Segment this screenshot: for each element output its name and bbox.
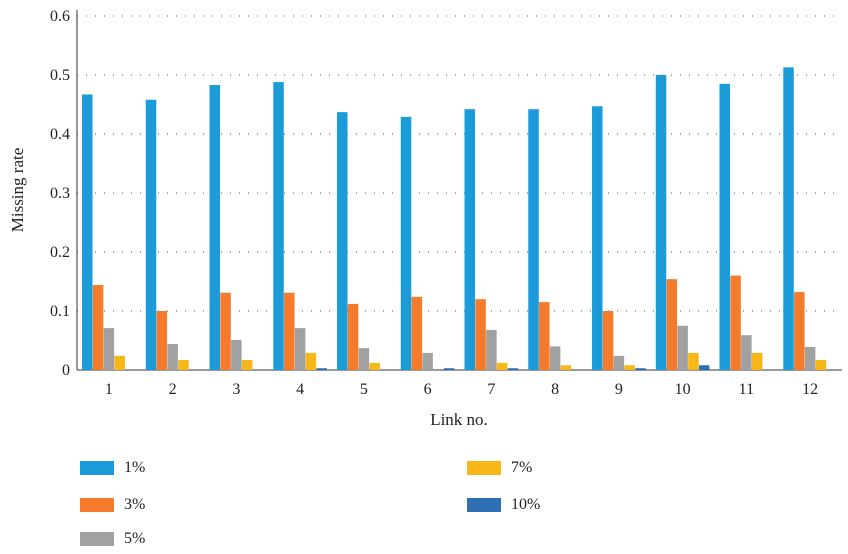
legend-item-1: 1% — [80, 459, 145, 477]
y-tick-label: 0.1 — [50, 303, 70, 320]
bar-3pct-link-9 — [602, 311, 614, 370]
bar-7pct-link-2 — [178, 359, 189, 370]
bar-5pct-link-9 — [613, 355, 625, 370]
bars-group — [82, 67, 827, 371]
y-tick-labels: 0 0.1 0.2 0.3 0.4 0.5 0.6 — [50, 8, 70, 379]
legend-label-3: 5% — [124, 530, 146, 547]
x-tick-label: 7 — [487, 381, 495, 398]
bar-3pct-link-6 — [411, 296, 423, 370]
bar-3pct-link-11 — [730, 275, 741, 370]
legend-swatch-5 — [467, 498, 501, 512]
bar-1pct-link-3 — [209, 85, 221, 370]
bar-1pct-link-11 — [719, 83, 731, 370]
y-tick-label: 0.2 — [50, 244, 70, 261]
bar-7pct-link-4 — [305, 352, 317, 370]
bar-7pct-link-10 — [688, 352, 699, 370]
x-tick-label: 6 — [424, 381, 432, 398]
bar-5pct-link-12 — [804, 346, 816, 370]
legend-label-1: 1% — [124, 459, 146, 476]
bar-10pct-link-6 — [443, 368, 455, 370]
bar-1pct-link-12 — [783, 67, 794, 370]
y-tick-label: 0.6 — [50, 8, 70, 25]
y-tick-label: 0 — [62, 362, 70, 379]
bar-7pct-link-5 — [369, 362, 380, 370]
bar-7pct-link-9 — [624, 365, 635, 370]
x-tick-label: 9 — [615, 381, 623, 398]
bar-1pct-link-1 — [82, 94, 93, 370]
bar-5pct-link-1 — [103, 328, 115, 370]
bar-5pct-link-2 — [167, 344, 178, 370]
bar-7pct-link-12 — [815, 359, 827, 370]
legend-swatch-4 — [467, 461, 501, 475]
bar-chart: 00.10.20.30.40.50.6 1 2 3 4 5 6 7 8 9 10 11 12 Link… — [8, 8, 842, 429]
bar-3pct-link-3 — [220, 292, 231, 370]
bar-1pct-link-6 — [400, 116, 412, 370]
x-tick-label: 10 — [675, 381, 691, 398]
bar-5pct-link-4 — [294, 328, 306, 370]
y-axis-title: Missing rate — [8, 148, 27, 233]
bar-1pct-link-8 — [528, 109, 539, 370]
legend-label-4: 7% — [511, 459, 533, 476]
bar-3pct-link-1 — [92, 285, 104, 370]
bar-3pct-link-4 — [284, 292, 295, 370]
legend-swatch-2 — [80, 498, 114, 512]
bar-10pct-link-4 — [316, 368, 327, 370]
bar-5pct-link-3 — [231, 339, 242, 370]
x-tick-label: 5 — [360, 381, 368, 398]
legend-item-5: 10% — [467, 496, 540, 514]
x-tick-label: 2 — [169, 381, 177, 398]
bar-3pct-link-12 — [794, 292, 805, 370]
x-tick-label: 3 — [232, 381, 240, 398]
bar-1pct-link-2 — [145, 99, 157, 370]
bar-7pct-link-8 — [560, 365, 572, 370]
bar-7pct-link-3 — [241, 359, 253, 370]
bar-1pct-link-7 — [464, 109, 476, 370]
y-tick-label: 0.5 — [50, 67, 70, 84]
bar-3pct-link-8 — [539, 302, 550, 370]
bar-5pct-link-11 — [741, 335, 752, 370]
bar-5pct-link-6 — [422, 352, 433, 370]
bar-7pct-link-7 — [496, 362, 508, 370]
bar-7pct-link-1 — [114, 355, 125, 370]
x-tick-label: 1 — [105, 381, 113, 398]
legend-label-2: 3% — [124, 496, 146, 513]
x-tick-label: 11 — [739, 381, 754, 398]
bar-7pct-link-11 — [751, 352, 763, 370]
bar-1pct-link-10 — [655, 75, 667, 370]
legend-swatch-3 — [80, 532, 114, 546]
legend-item-4: 7% — [467, 459, 532, 477]
bar-10pct-link-7 — [507, 368, 519, 370]
bar-3pct-link-10 — [666, 279, 678, 370]
bar-1pct-link-9 — [592, 106, 603, 371]
bar-5pct-link-7 — [486, 329, 497, 370]
bar-10pct-link-10 — [698, 365, 710, 370]
bar-5pct-link-8 — [549, 346, 561, 370]
legend-swatch-1 — [80, 461, 114, 475]
x-tick-label: 12 — [802, 381, 818, 398]
bar-3pct-link-5 — [347, 303, 359, 370]
x-tick-label: 8 — [551, 381, 559, 398]
y-tick-label: 0.4 — [50, 126, 70, 143]
bar-5pct-link-10 — [677, 325, 688, 370]
bar-3pct-link-7 — [475, 299, 486, 370]
bar-1pct-link-4 — [273, 82, 284, 370]
y-tick-label: 0.3 — [50, 185, 70, 202]
bar-3pct-link-2 — [156, 311, 168, 370]
bar-1pct-link-5 — [337, 112, 348, 371]
legend-label-5: 10% — [511, 496, 541, 513]
x-axis-title: Link no. — [430, 410, 488, 429]
x-tick-label: 4 — [296, 381, 304, 398]
x-tick-labels: 1 2 3 4 5 6 7 8 9 10 11 12 — [105, 381, 818, 398]
legend-item-2: 3% — [80, 496, 145, 514]
bar-5pct-link-5 — [358, 348, 370, 370]
legend-item-3: 5% — [80, 530, 145, 548]
bar-10pct-link-9 — [635, 368, 646, 370]
